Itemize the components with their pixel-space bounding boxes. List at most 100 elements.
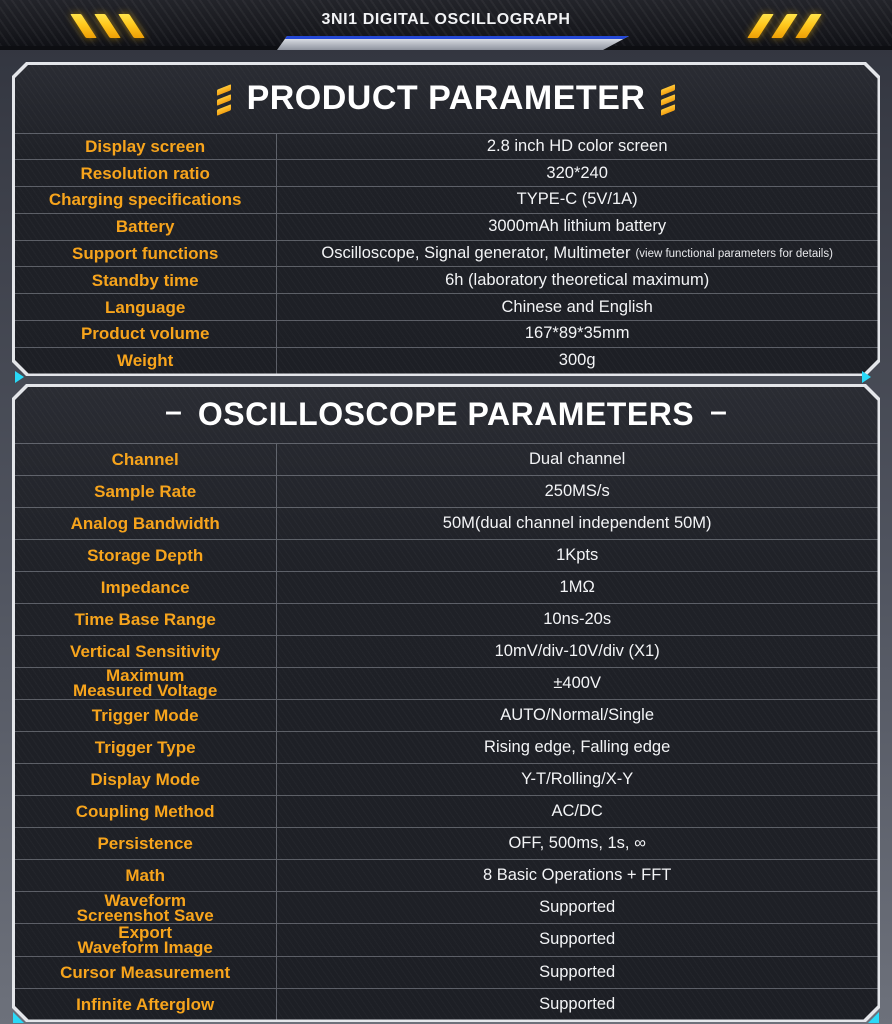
- table-row: Support functions Oscilloscope, Signal g…: [15, 240, 878, 267]
- row-label: Trigger Mode: [15, 700, 277, 731]
- row-value: 6h (laboratory theoretical maximum): [445, 270, 710, 289]
- row-value: 10mV/div-10V/div (X1): [494, 641, 660, 660]
- table-row: Storage Depth 1Kpts: [15, 539, 878, 571]
- table-row: Product volume 167*89*35mm: [15, 320, 878, 347]
- row-label: Support functions: [15, 241, 277, 267]
- row-value-main: Oscilloscope, Signal generator, Multimet…: [321, 244, 631, 263]
- row-label: Waveform Screenshot Save: [15, 892, 277, 923]
- row-value: 250MS/s: [544, 481, 610, 500]
- table-row: Export Waveform Image Supported: [15, 923, 878, 955]
- row-label: Product volume: [15, 321, 277, 347]
- row-value: Rising edge, Falling edge: [484, 738, 671, 757]
- row-label: Math: [15, 860, 277, 891]
- row-value: 3000mAh lithium battery: [488, 217, 667, 236]
- hazard-stripes-right-icon: [747, 14, 822, 38]
- row-value: 10ns-20s: [543, 609, 612, 628]
- row-label: Vertical Sensitivity: [15, 636, 277, 667]
- table-row: Standby time 6h (laboratory theoretical …: [15, 266, 878, 293]
- row-label: Coupling Method: [15, 796, 277, 827]
- cyan-accent-triangle: [868, 1012, 879, 1023]
- product-card-title-row: PRODUCT PARAMETER: [15, 65, 878, 133]
- table-row: Charging specifications TYPE-C (5V/1A): [15, 186, 878, 213]
- table-row: Coupling Method AC/DC: [15, 795, 878, 827]
- row-label: Standby time: [15, 267, 277, 293]
- table-row: Trigger Mode AUTO/Normal/Single: [15, 699, 878, 731]
- row-label: Battery: [15, 214, 277, 240]
- row-value: Supported: [539, 994, 616, 1013]
- oscilloscope-card-title: OSCILLOSCOPE PARAMETERS: [197, 396, 695, 432]
- row-value: Supported: [539, 962, 616, 981]
- oscilloscope-parameters-card: – OSCILLOSCOPE PARAMETERS – Channel Dual…: [12, 384, 880, 1022]
- header: 3NI1 DIGITAL OSCILLOGRAPH: [0, 0, 892, 50]
- product-card-title: PRODUCT PARAMETER: [246, 79, 646, 117]
- row-value: OFF, 500ms, 1s, ∞: [508, 834, 646, 853]
- row-value: 320*240: [546, 163, 608, 182]
- row-label: Channel: [15, 444, 277, 475]
- table-row: Weight 300g: [15, 347, 878, 374]
- row-label: Impedance: [15, 572, 277, 603]
- row-value: 1Kpts: [556, 545, 599, 564]
- row-label: Export Waveform Image: [15, 924, 277, 955]
- table-row: Math 8 Basic Operations + FFT: [15, 859, 878, 891]
- table-row: Analog Bandwidth 50M(dual channel indepe…: [15, 507, 878, 539]
- row-value: TYPE-C (5V/1A): [516, 190, 638, 209]
- row-label: Trigger Type: [15, 732, 277, 763]
- table-row: Battery 3000mAh lithium battery: [15, 213, 878, 240]
- table-row: Maximum Measured Voltage ±400V: [15, 667, 878, 699]
- row-value: 8 Basic Operations + FFT: [482, 866, 672, 885]
- row-label: Infinite Afterglow: [15, 989, 277, 1020]
- oscilloscope-card-title-row: – OSCILLOSCOPE PARAMETERS –: [15, 387, 878, 443]
- row-label: Time Base Range: [15, 604, 277, 635]
- row-label: Storage Depth: [15, 540, 277, 571]
- table-row: Impedance 1MΩ: [15, 571, 878, 603]
- row-label: Display Mode: [15, 764, 277, 795]
- table-row: Language Chinese and English: [15, 293, 878, 320]
- row-value: Dual channel: [529, 449, 626, 468]
- table-row: Resolution ratio 320*240: [15, 159, 878, 186]
- chevron-stripes-icon: [661, 85, 675, 113]
- row-label: Analog Bandwidth: [15, 508, 277, 539]
- row-value: 300g: [558, 351, 596, 370]
- product-parameter-card: PRODUCT PARAMETER Display screen 2.8 inc…: [12, 62, 880, 376]
- row-value: Chinese and English: [501, 297, 653, 316]
- table-row: Display Mode Y-T/Rolling/X-Y: [15, 763, 878, 795]
- row-value: Supported: [539, 930, 616, 949]
- cyan-accent-triangle: [862, 371, 871, 383]
- table-row: Persistence OFF, 500ms, 1s, ∞: [15, 827, 878, 859]
- row-value-note: (view functional parameters for details): [635, 247, 833, 260]
- row-value: Y-T/Rolling/X-Y: [521, 770, 634, 789]
- title-dash: –: [165, 394, 182, 428]
- table-row: Waveform Screenshot Save Supported: [15, 891, 878, 923]
- row-value: 1MΩ: [559, 577, 595, 596]
- row-label: Persistence: [15, 828, 277, 859]
- row-value: Oscilloscope, Signal generator, Multimet…: [277, 241, 878, 267]
- table-row: Infinite Afterglow Supported: [15, 988, 878, 1020]
- table-row: Channel Dual channel: [15, 443, 878, 475]
- cyan-accent-triangle: [15, 371, 24, 383]
- table-row: Cursor Measurement Supported: [15, 956, 878, 988]
- row-label: Display screen: [15, 134, 277, 160]
- row-value: AC/DC: [551, 802, 603, 821]
- table-row: Vertical Sensitivity 10mV/div-10V/div (X…: [15, 635, 878, 667]
- table-row: Trigger Type Rising edge, Falling edge: [15, 731, 878, 763]
- row-label: Resolution ratio: [15, 160, 277, 186]
- title-dash: –: [710, 394, 727, 428]
- row-label: Weight: [15, 348, 277, 374]
- row-value: ±400V: [553, 673, 601, 692]
- row-label: Maximum Measured Voltage: [15, 668, 277, 699]
- header-tab-decoration: [277, 36, 629, 50]
- row-label: Language: [15, 294, 277, 320]
- row-value: AUTO/Normal/Single: [500, 706, 655, 725]
- cyan-accent-triangle: [13, 1012, 24, 1023]
- table-row: Display screen 2.8 inch HD color screen: [15, 133, 878, 160]
- row-label: Sample Rate: [15, 476, 277, 507]
- row-value: Supported: [539, 898, 616, 917]
- row-value: 167*89*35mm: [524, 324, 630, 343]
- header-title: 3NI1 DIGITAL OSCILLOGRAPH: [321, 11, 571, 28]
- chevron-stripes-icon: [217, 85, 231, 113]
- table-row: Sample Rate 250MS/s: [15, 475, 878, 507]
- table-row: Time Base Range 10ns-20s: [15, 603, 878, 635]
- row-value: 2.8 inch HD color screen: [486, 136, 668, 155]
- row-label: Cursor Measurement: [15, 957, 277, 988]
